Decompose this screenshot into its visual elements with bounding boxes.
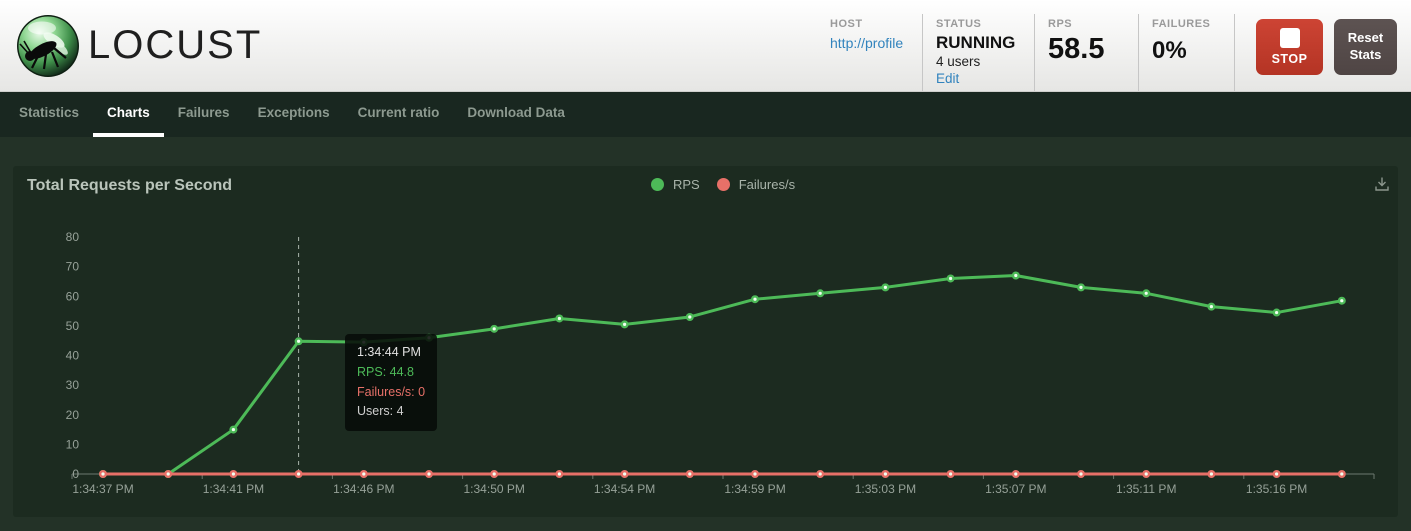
download-icon[interactable]	[1373, 175, 1391, 193]
svg-text:50: 50	[66, 319, 80, 333]
rps-label: RPS	[1048, 18, 1073, 30]
host-link[interactable]: http://profile	[830, 35, 904, 51]
app-header: LOCUST HOST http://profile STATUS RUNNIN…	[0, 0, 1411, 92]
status-user-count: 4 users	[936, 54, 981, 69]
status-label: STATUS	[936, 18, 982, 30]
svg-text:1:34:41 PM: 1:34:41 PM	[203, 482, 264, 496]
header-buttons: STOP Reset Stats	[1256, 19, 1397, 91]
rps-chart[interactable]: 0 10 20 30 40 50 60 70 80 1:34:37 PM 1:34:41 PM 1:3…	[13, 166, 1398, 517]
svg-text:0: 0	[72, 467, 79, 481]
logo: LOCUST	[0, 0, 262, 91]
rps-value: 58.5	[1048, 33, 1105, 65]
svg-text:1:34:54 PM: 1:34:54 PM	[594, 482, 655, 496]
svg-text:1:35:03 PM: 1:35:03 PM	[855, 482, 916, 496]
tab-charts[interactable]: Charts	[93, 92, 164, 137]
svg-text:30: 30	[66, 378, 80, 392]
rps-chart-panel: 0 10 20 30 40 50 60 70 80 1:34:37 PM 1:34:41 PM 1:3…	[13, 166, 1398, 517]
legend-item-rps[interactable]: RPS	[651, 177, 700, 192]
failures-legend-dot-icon	[716, 178, 730, 191]
tab-statistics[interactable]: Statistics	[19, 105, 80, 120]
host-label: HOST	[830, 18, 863, 30]
svg-text:40: 40	[66, 349, 80, 363]
rps-box: RPS 58.5	[1035, 14, 1139, 91]
tab-failures[interactable]: Failures	[177, 105, 230, 120]
tooltip-time: 1:34:44 PM	[357, 345, 421, 359]
svg-text:1:35:16 PM: 1:35:16 PM	[1246, 482, 1307, 496]
chart-legend: RPS Failures/s	[651, 177, 795, 192]
reset-stats-button[interactable]: Reset Stats	[1334, 19, 1397, 75]
svg-text:1:34:37 PM: 1:34:37 PM	[72, 482, 133, 496]
tooltip-failures: Failures/s: 0	[357, 384, 426, 399]
status-value: RUNNING	[936, 33, 1016, 52]
header-stats: HOST http://profile STATUS RUNNING 4 use…	[817, 0, 1235, 91]
brand-title: LOCUST	[88, 23, 263, 67]
svg-text:60: 60	[66, 289, 80, 303]
tooltip-rps: RPS: 44.8	[357, 364, 414, 379]
host-box: HOST http://profile	[817, 14, 923, 91]
svg-text:70: 70	[66, 260, 80, 274]
failures-box: FAILURES 0%	[1139, 14, 1235, 91]
svg-text:10: 10	[66, 437, 80, 451]
failures-label: FAILURES	[1152, 18, 1211, 30]
status-box: STATUS RUNNING 4 users Edit	[923, 14, 1035, 91]
tooltip-users: Users: 4	[357, 404, 404, 419]
stop-button[interactable]: STOP	[1256, 19, 1323, 75]
tab-current-ratio[interactable]: Current ratio	[357, 105, 440, 120]
tab-exceptions[interactable]: Exceptions	[257, 105, 330, 120]
svg-text:20: 20	[66, 408, 80, 422]
svg-text:1:34:46 PM: 1:34:46 PM	[333, 482, 394, 496]
chart-tooltip: 1:34:44 PM RPS: 44.8 Failures/s: 0 Users…	[345, 334, 438, 432]
svg-text:80: 80	[66, 230, 80, 244]
stop-icon	[1279, 28, 1300, 48]
rps-legend-dot-icon	[651, 178, 664, 191]
svg-text:1:35:11 PM: 1:35:11 PM	[1116, 482, 1176, 496]
main-nav: Statistics Charts Failures Exceptions Cu…	[0, 92, 1411, 137]
chart-title: Total Requests per Second	[27, 177, 233, 194]
locust-logo-icon	[17, 14, 79, 77]
svg-text:1:35:07 PM: 1:35:07 PM	[985, 482, 1046, 496]
failures-value: 0%	[1152, 37, 1187, 64]
tab-download-data[interactable]: Download Data	[467, 105, 565, 120]
charts-page: 0 10 20 30 40 50 60 70 80 1:34:37 PM 1:34:41 PM 1:3…	[0, 137, 1411, 517]
svg-text:1:34:59 PM: 1:34:59 PM	[724, 482, 785, 496]
edit-link[interactable]: Edit	[936, 71, 960, 86]
svg-text:1:34:50 PM: 1:34:50 PM	[464, 482, 525, 496]
legend-item-failures[interactable]: Failures/s	[716, 177, 795, 192]
